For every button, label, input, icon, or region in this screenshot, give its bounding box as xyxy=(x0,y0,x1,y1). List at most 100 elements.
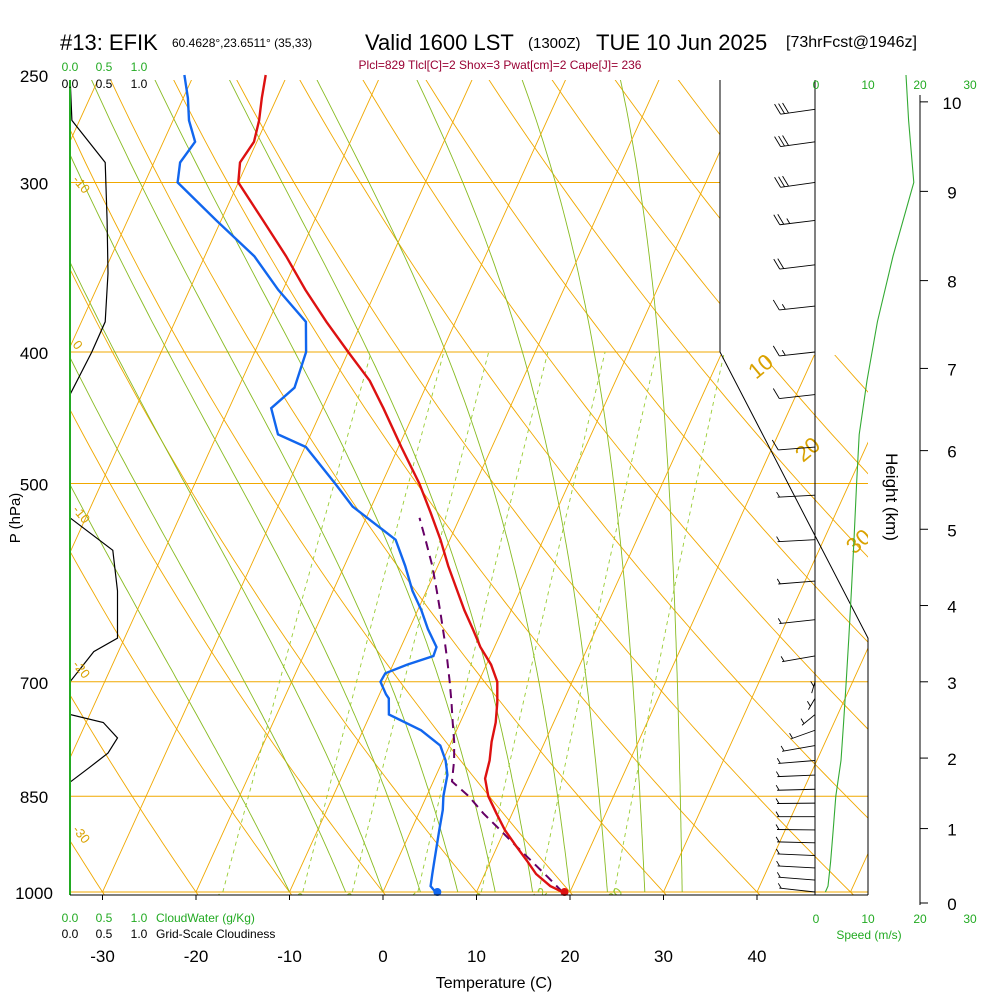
cloud-isotherm-label-1: 0 xyxy=(70,337,86,352)
isotherm--10 xyxy=(289,80,660,893)
wind-barb-flag xyxy=(782,175,789,187)
wind-barb-half-flag xyxy=(786,218,791,224)
wind-barb-flag xyxy=(778,135,785,147)
wind-barb-staff xyxy=(790,729,816,740)
cloudwater-scale-top-0: 0.0 xyxy=(62,60,79,74)
dry-adiabat--30 xyxy=(70,839,105,895)
wind-barb xyxy=(800,714,816,726)
wind-barb-flag xyxy=(778,103,785,114)
dry-adiabat-10 xyxy=(70,268,480,895)
wind-barb-flag xyxy=(774,103,781,115)
dry-adiabat-0 xyxy=(70,408,386,895)
isotherm-50 xyxy=(850,852,868,893)
wind-barb-half-flag xyxy=(777,883,782,889)
isotherm--80 xyxy=(0,75,7,892)
wind-barb xyxy=(774,135,816,148)
wind-barb-staff xyxy=(777,774,816,778)
wind-speed-axis-label: Speed (m/s) xyxy=(836,928,901,942)
mixing-ratio-line-5 xyxy=(417,351,549,893)
wind-barb xyxy=(771,439,816,451)
wind-barb-flag xyxy=(774,177,781,188)
wind-scale-bottom-0: 0 xyxy=(813,912,820,926)
dry-adiabat-70 xyxy=(362,80,868,730)
mixing-ratio-label-20: 20 xyxy=(604,884,625,905)
isotherm-30 xyxy=(663,441,868,893)
chart-title: #13: EFIK 60.4628°,23.6511° (35,33) Vali… xyxy=(0,28,1000,64)
cloud-isotherm-label-4: -30 xyxy=(70,822,94,846)
wind-barb-staff xyxy=(777,865,816,869)
p-tick-label-700: 700 xyxy=(20,674,48,693)
wind-barb-half-flag xyxy=(780,656,785,662)
cloudiness-scale-bottom-0: 0.0 xyxy=(62,927,79,941)
cloudwater-label: CloudWater (g/Kg) xyxy=(156,911,255,925)
moist-adiabat-12 xyxy=(154,80,496,893)
wind-scale-top-30: 30 xyxy=(963,78,977,92)
wind-barb-flag xyxy=(777,258,785,269)
moist-adiabat-32 xyxy=(620,80,683,893)
isotherm-label-20: 20 xyxy=(790,432,825,467)
height-tick-label-8: 8 xyxy=(947,273,956,292)
wind-barb-staff xyxy=(782,745,816,752)
x-tick-label--20: -20 xyxy=(184,947,209,966)
mixing-ratio-label-12: 12 xyxy=(529,884,550,905)
wind-barb-staff xyxy=(777,841,816,844)
wind-barb-staff xyxy=(778,760,816,764)
wind-barb xyxy=(777,618,816,625)
isotherm--20 xyxy=(195,80,566,893)
surface-dewpoint-dot xyxy=(433,888,442,896)
cloudwater-scale-top-2: 1.0 xyxy=(131,60,148,74)
cloudiness-scale-top-1: 0.5 xyxy=(96,77,113,91)
wind-barb xyxy=(775,798,816,804)
station-id: #13: EFIK xyxy=(60,30,158,55)
wind-barb-half-flag xyxy=(789,733,793,739)
wind-barb-half-flag xyxy=(775,848,780,855)
wind-barb-half-flag xyxy=(810,681,815,687)
wind-barb-staff xyxy=(779,619,816,625)
height-tick-label-0: 0 xyxy=(947,895,956,914)
wind-barb xyxy=(810,681,816,694)
wind-barb xyxy=(775,824,816,831)
wind-barb-flag xyxy=(773,258,781,270)
dry-adiabat-80 xyxy=(425,80,868,643)
wind-barb-flag xyxy=(778,176,785,187)
mixing-ratio-label-2: 2 xyxy=(294,889,310,905)
wind-barb-staff xyxy=(777,853,816,856)
wind-barb xyxy=(774,175,816,188)
dry-adiabat-50 xyxy=(236,80,855,895)
wind-barb-flag xyxy=(782,135,789,146)
wind-barb xyxy=(775,771,816,778)
wind-barb xyxy=(776,872,816,881)
sounding-profiles xyxy=(176,74,569,896)
dewpoint-curve xyxy=(176,74,449,893)
upper-right-mask xyxy=(720,80,868,355)
wind-barb-staff xyxy=(801,714,816,726)
height-tick-label-4: 4 xyxy=(947,598,956,617)
wind-barb-half-flag xyxy=(775,784,780,791)
moist-adiabat-16 xyxy=(229,80,534,893)
height-tick-label-6: 6 xyxy=(947,443,956,462)
height-tick-label-10: 10 xyxy=(943,94,962,113)
wind-barb-half-flag xyxy=(776,758,781,764)
isotherm--60 xyxy=(70,80,192,349)
moist-adiabat-8 xyxy=(91,80,459,893)
height-tick-label-7: 7 xyxy=(947,360,956,379)
valid-time: Valid 1600 LST xyxy=(365,30,514,55)
cloudwater-scale-bottom-1: 0.5 xyxy=(96,911,113,925)
wind-barb-staff xyxy=(778,876,816,881)
wind-barb-half-flag xyxy=(777,618,782,624)
isotherm-20 xyxy=(569,235,868,893)
isobar-lines xyxy=(70,181,868,893)
dry-adiabat-90 xyxy=(488,80,868,558)
mixing-ratio-line-8 xyxy=(480,351,606,893)
wind-scale-bottom-10: 10 xyxy=(861,912,875,926)
wind-scale-top-10: 10 xyxy=(861,78,875,92)
wind-barb-half-flag xyxy=(775,824,780,830)
mixing-ratio-line-20 xyxy=(613,351,725,893)
wind-barb-staff xyxy=(779,220,816,226)
cloudiness-scale-bottom-2: 1.0 xyxy=(131,927,148,941)
wind-barb-staff xyxy=(779,887,816,893)
wind-barb xyxy=(775,784,816,791)
wind-speed-curve xyxy=(824,74,915,893)
